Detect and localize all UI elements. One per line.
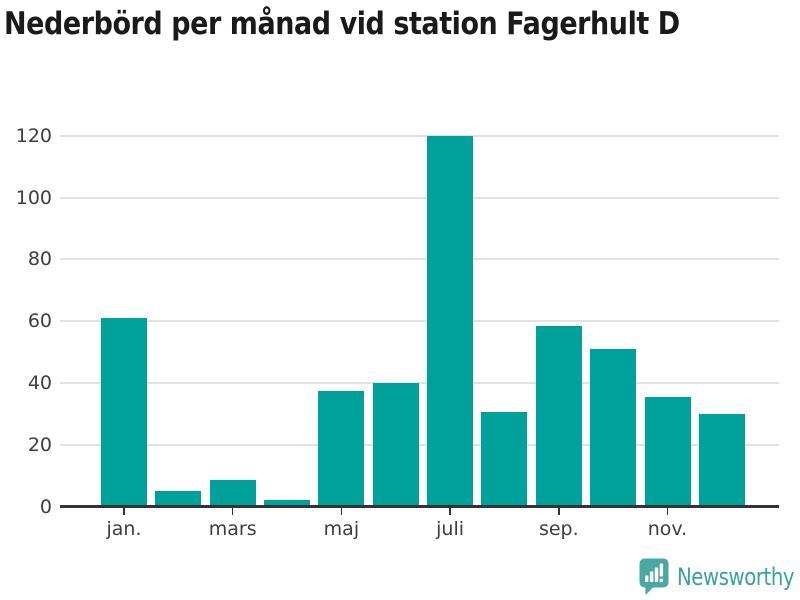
brand-footer: Newsworthy	[638, 555, 795, 599]
x-axis-line	[60, 505, 779, 508]
x-axis-tick	[123, 507, 125, 516]
x-axis-tick	[558, 507, 560, 516]
brand-name: Newsworthy	[677, 563, 795, 591]
newsworthy-logo-icon	[639, 558, 669, 595]
gridline-100	[60, 196, 779, 199]
bar-dec.	[698, 413, 745, 507]
x-axis-tick	[666, 507, 669, 516]
mini-bar-chart-glyph	[645, 563, 664, 583]
gridline-120	[60, 134, 779, 137]
y-axis-tick-label: 20	[27, 433, 52, 456]
x-axis-tick	[340, 507, 343, 516]
y-axis-tick-label: 40	[27, 371, 52, 394]
x-axis-tick-label: mars	[208, 518, 257, 540]
speech-bubble-shape	[639, 558, 669, 595]
gridline-20	[60, 443, 779, 446]
bar-mars	[209, 480, 256, 507]
y-axis-tick-label: 0	[39, 495, 52, 518]
bar-aug.	[481, 412, 528, 507]
bar-maj	[318, 390, 365, 507]
x-axis-tick-label: maj	[323, 518, 360, 540]
y-axis-tick-label: 80	[27, 248, 52, 271]
bar-sep.	[535, 325, 582, 507]
x-axis-tick-label: sep.	[538, 518, 579, 540]
gridline-40	[60, 381, 779, 384]
bar-apr.	[264, 500, 311, 507]
bar-okt.	[590, 348, 637, 507]
bar-juni	[372, 382, 419, 507]
x-axis-tick-label: jan.	[106, 518, 142, 540]
bar-jan.	[101, 318, 147, 507]
x-axis-tick	[231, 507, 234, 516]
bar-juli	[427, 135, 474, 507]
y-axis-tick-label: 60	[27, 310, 52, 333]
x-axis-tick-label: nov.	[647, 518, 688, 540]
y-axis-tick-label: 100	[15, 186, 52, 209]
bar-feb.	[155, 491, 202, 507]
gridline-60	[60, 320, 779, 323]
gridline-80	[60, 258, 779, 261]
chart-title: Nederbörd per månad vid station Fagerhul…	[4, 6, 680, 42]
bar-nov.	[644, 396, 691, 507]
x-axis-tick	[449, 507, 451, 516]
y-axis-tick-label: 120	[15, 124, 52, 147]
x-axis-tick-label: juli	[436, 518, 465, 540]
